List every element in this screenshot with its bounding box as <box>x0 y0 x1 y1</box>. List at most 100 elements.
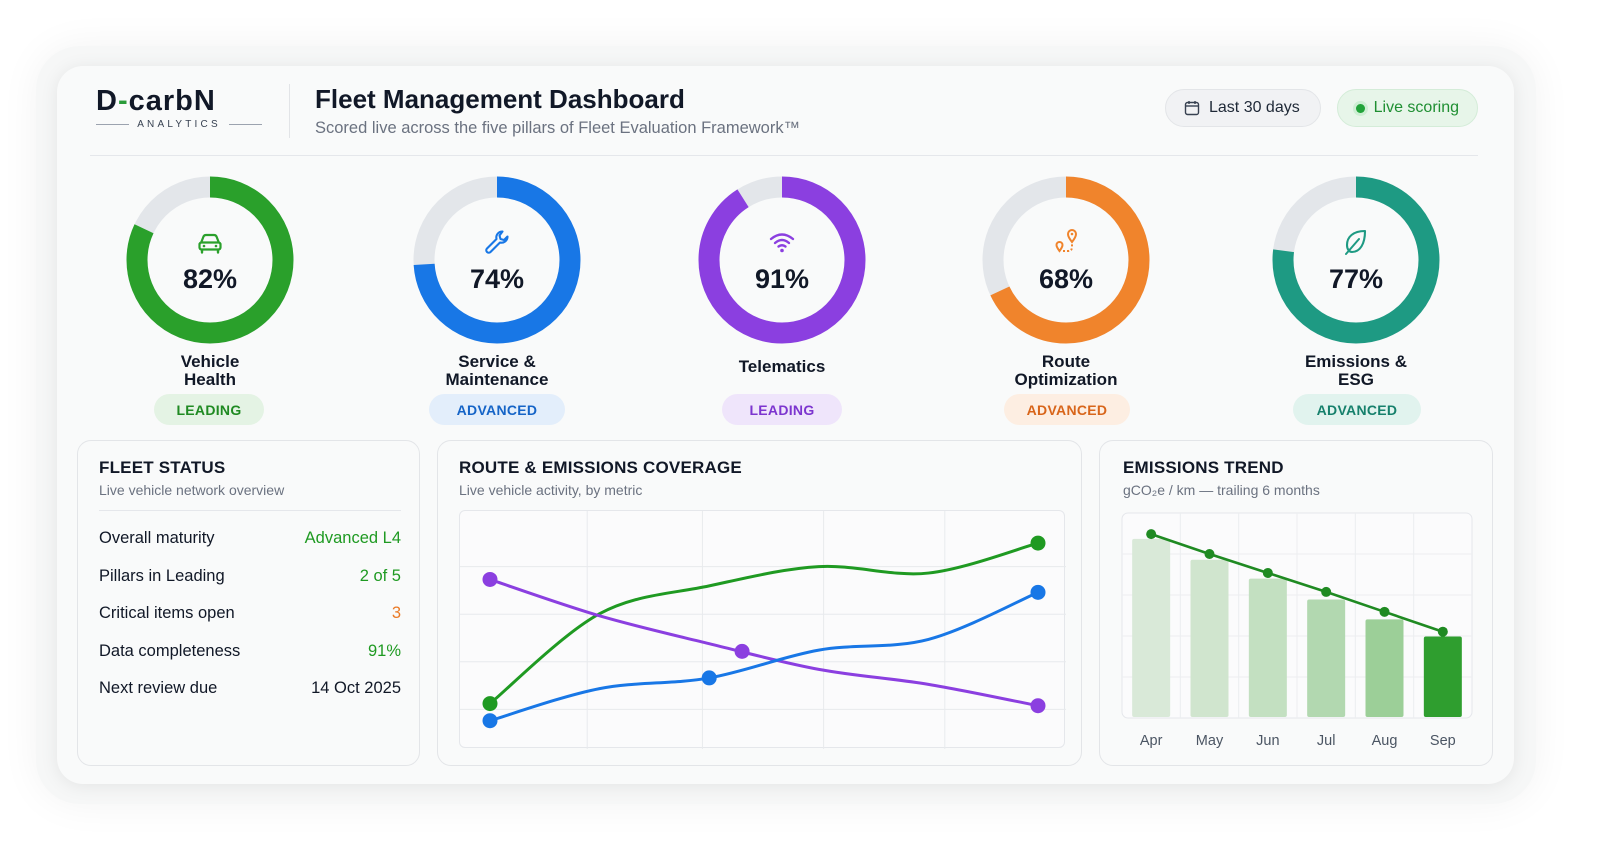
panel-subtitle: Live vehicle network overview <box>99 482 285 498</box>
bar-jun[interactable] <box>1248 578 1287 717</box>
status-value: 2 of 5 <box>359 567 401 585</box>
trend-point[interactable] <box>1321 586 1332 597</box>
pillar-score: 77% <box>1328 264 1384 294</box>
status-row-overall-maturity: Overall maturity Advanced L4 <box>99 529 401 548</box>
header-separator <box>90 155 1478 156</box>
logo-tagline-text: ANALYTICS <box>137 119 221 130</box>
pillar-name-line: Maintenance <box>445 370 549 389</box>
fleet-status-panel: FLEET STATUS Live vehicle network overvi… <box>77 440 420 766</box>
pillar-score: 91% <box>754 264 810 294</box>
score-ring <box>1272 176 1440 344</box>
status-row-next-review: Next review due 14 Oct 2025 <box>99 679 401 698</box>
status-value: 14 Oct 2025 <box>311 679 401 697</box>
score-ring <box>698 176 866 344</box>
wifi-icon <box>769 233 795 253</box>
pillar-emissions-esg[interactable]: 77% Emissions & ESG ADVANCED <box>1250 170 1460 430</box>
pillar-name-line: Health <box>184 370 236 389</box>
data-point[interactable] <box>734 643 750 659</box>
status-value: Advanced L4 <box>304 529 401 547</box>
emissions-chart-svg: Apr May Jun Jul Aug Sep <box>1121 512 1473 749</box>
pillar-name: Route Optimization <box>960 353 1172 389</box>
status-label: Data completeness <box>99 642 241 660</box>
data-point[interactable] <box>482 571 498 587</box>
live-dot-icon <box>1356 103 1365 113</box>
bar-aug[interactable] <box>1365 619 1404 717</box>
trend-point[interactable] <box>1379 606 1390 617</box>
trend-point[interactable] <box>1437 626 1448 637</box>
score-ring <box>413 176 581 344</box>
pillar-name: Service & Maintenance <box>391 353 603 389</box>
series-line <box>488 577 1040 708</box>
series-line <box>488 590 1040 723</box>
panel-subtitle: gCO₂e / km — trailing 6 months <box>1123 482 1320 498</box>
logo-tagline: ANALYTICS <box>96 119 263 130</box>
pillar-name-line: Service & <box>458 352 536 371</box>
pillar-score: 82% <box>182 264 238 294</box>
pillar-name-line: Emissions & <box>1304 352 1408 371</box>
car-icon <box>198 233 222 254</box>
data-point[interactable] <box>1030 535 1046 551</box>
pillar-name-line: Vehicle <box>180 352 240 371</box>
data-point[interactable] <box>482 696 498 712</box>
maturity-badge: ADVANCED <box>1004 394 1130 425</box>
brand-logo: D-carbN ANALYTICS <box>96 86 266 134</box>
x-tick-label: May <box>1196 733 1224 749</box>
data-point[interactable] <box>701 670 717 686</box>
status-row-data-completeness: Data completeness 91% <box>99 642 401 661</box>
ring-progress <box>698 176 866 344</box>
ring-progress <box>126 176 294 344</box>
pillar-route-optimization[interactable]: 68% Route Optimization ADVANCED <box>960 170 1170 430</box>
bar-apr[interactable] <box>1132 538 1171 717</box>
status-label: Overall maturity <box>99 529 215 547</box>
series-line <box>488 541 1040 706</box>
pillar-name: Telematics <box>676 358 888 376</box>
trend-point[interactable] <box>1146 529 1157 540</box>
data-point[interactable] <box>482 713 498 729</box>
date-range-button[interactable]: Last 30 days <box>1165 89 1321 127</box>
pillar-telematics[interactable]: 91% Telematics LEADING <box>676 170 886 430</box>
status-value: 91% <box>367 642 401 660</box>
x-tick-label: Aug <box>1372 733 1398 749</box>
coverage-chart-svg <box>460 511 1066 749</box>
calendar-icon <box>1184 101 1200 116</box>
coverage-panel: ROUTE & EMISSIONS COVERAGE Live vehicle … <box>437 440 1082 766</box>
header-divider <box>289 84 290 138</box>
page-subtitle: Scored live across the five pillars of F… <box>315 119 801 137</box>
pillar-vehicle-health[interactable]: 82% Vehicle Health LEADING <box>104 170 314 430</box>
ring-progress <box>1272 176 1440 344</box>
wrench-icon <box>485 230 509 254</box>
page-title: Fleet Management Dashboard <box>315 84 685 114</box>
score-ring <box>126 176 294 344</box>
bar-jul[interactable] <box>1307 599 1346 717</box>
trend-point[interactable] <box>1262 567 1273 578</box>
trend-line <box>1150 532 1444 633</box>
data-point[interactable] <box>1030 698 1046 714</box>
x-tick-label: Apr <box>1140 733 1163 749</box>
pillar-name-line: ESG <box>1338 370 1374 389</box>
score-ring <box>982 176 1150 344</box>
maturity-badge: LEADING <box>722 394 842 425</box>
pillar-name: Vehicle Health <box>104 353 316 389</box>
pillar-name-line: Telematics <box>738 357 826 376</box>
pillar-name-line: Route <box>1041 352 1091 371</box>
panel-title: ROUTE & EMISSIONS COVERAGE <box>459 458 742 477</box>
panel-title: FLEET STATUS <box>99 458 226 477</box>
bar-sep[interactable] <box>1423 636 1462 717</box>
pillar-name-line: Optimization <box>1014 370 1118 389</box>
live-scoring-toggle[interactable]: Live scoring <box>1337 89 1478 127</box>
bar-may[interactable] <box>1190 559 1229 717</box>
pillar-score: 74% <box>469 264 525 294</box>
date-range-label: Last 30 days <box>1209 99 1300 116</box>
x-tick-label: Jul <box>1317 733 1336 749</box>
emissions-trend-panel: EMISSIONS TREND gCO₂e / km — trailing 6 … <box>1099 440 1493 766</box>
status-label: Pillars in Leading <box>99 567 225 585</box>
maturity-badge: ADVANCED <box>429 394 565 425</box>
maturity-badge: ADVANCED <box>1293 394 1421 425</box>
panel-divider <box>99 510 401 511</box>
ring-progress <box>982 176 1150 344</box>
trend-point[interactable] <box>1204 549 1215 560</box>
logo-wordmark: D-carbN <box>96 85 216 117</box>
pillar-service-maintenance[interactable]: 74% Service & Maintenance ADVANCED <box>391 170 601 430</box>
data-point[interactable] <box>1030 584 1046 600</box>
status-label: Next review due <box>99 679 218 697</box>
